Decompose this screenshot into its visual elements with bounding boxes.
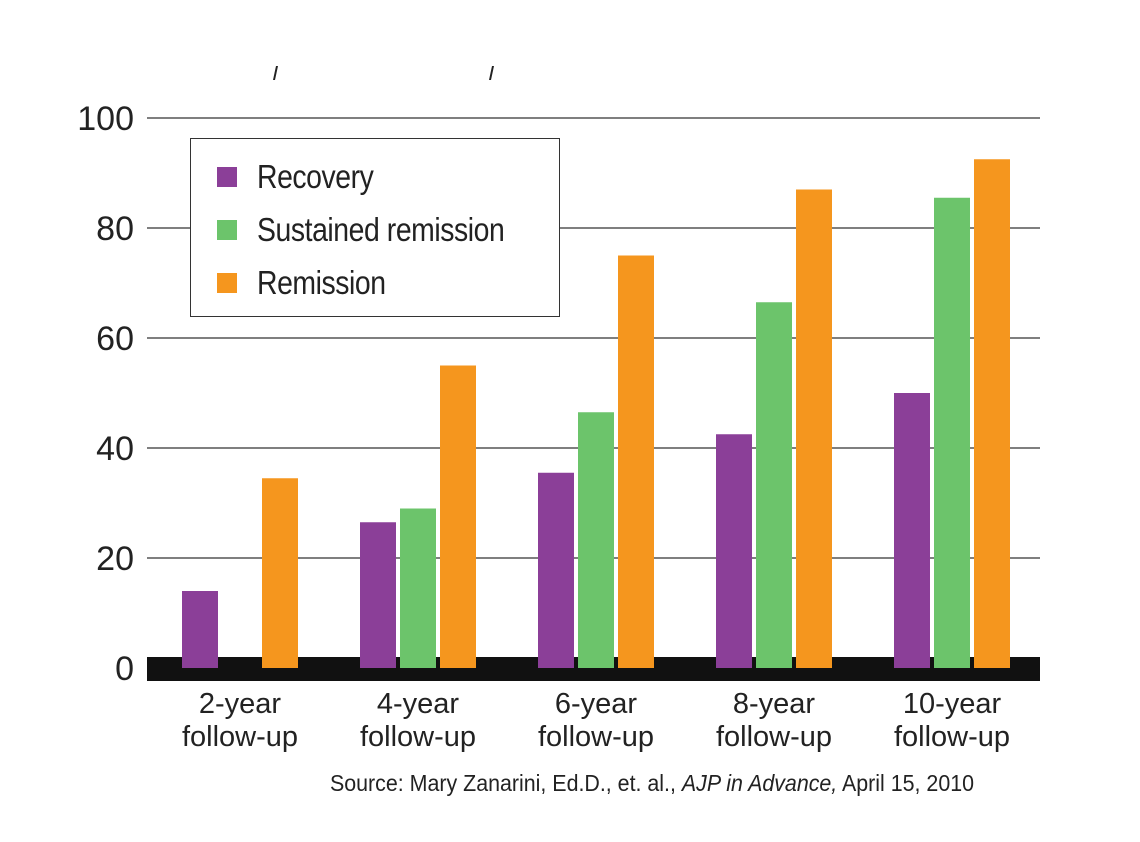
- legend-item-remission: Remission: [217, 263, 407, 303]
- legend-item-recovery: Recovery: [217, 157, 392, 197]
- bars: [182, 159, 1010, 668]
- x-tick-label: 2-year: [199, 688, 282, 720]
- x-tick-label: follow-up: [538, 721, 654, 753]
- bar-recovery: [182, 591, 218, 668]
- source-journal: AJP in Advance,: [681, 770, 838, 796]
- legend-swatch-sustained-remission: [217, 220, 237, 240]
- source-citation: Source: Mary Zanarini, Ed.D., et. al., A…: [330, 770, 974, 797]
- bar-sustained-remission: [578, 412, 614, 668]
- bar-remission: [974, 159, 1010, 668]
- legend-swatch-recovery: [217, 167, 237, 187]
- bar-recovery: [360, 522, 396, 668]
- x-tick-label: follow-up: [360, 721, 476, 753]
- y-tick-label: 20: [96, 540, 134, 578]
- y-axis-ticks: 0 20 40 60 80 100: [77, 100, 134, 688]
- x-tick-label: 4-year: [377, 688, 460, 720]
- x-tick-label: follow-up: [182, 721, 298, 753]
- bar-sustained-remission: [934, 197, 970, 668]
- source-prefix: Source: Mary Zanarini, Ed.D., et. al.,: [330, 770, 682, 796]
- y-tick-label: 60: [96, 320, 134, 358]
- bar-sustained-remission: [400, 508, 436, 668]
- cropped-title-fragment: [488, 66, 496, 80]
- bar-remission: [440, 365, 476, 668]
- legend-label-remission: Remission: [257, 264, 386, 301]
- y-tick-label: 40: [96, 430, 134, 468]
- bar-sustained-remission: [756, 302, 792, 668]
- bar-recovery: [716, 434, 752, 668]
- bar-recovery: [894, 393, 930, 668]
- x-tick-label: 6-year: [555, 688, 638, 720]
- bar-remission: [796, 189, 832, 668]
- bar-remission: [618, 255, 654, 668]
- x-tick-label: 8-year: [733, 688, 816, 720]
- cropped-title-fragment: [272, 66, 280, 80]
- legend-label-recovery: Recovery: [257, 158, 374, 195]
- y-tick-label: 100: [77, 100, 134, 138]
- legend-item-sustained-remission: Sustained remission: [217, 210, 545, 250]
- source-suffix: April 15, 2010: [837, 770, 975, 796]
- legend-label-sustained-remission: Sustained remission: [257, 211, 505, 248]
- bar-remission: [262, 478, 298, 668]
- x-axis-labels: 2-yearfollow-up4-yearfollow-up6-yearfoll…: [182, 688, 1010, 753]
- bar-recovery: [538, 472, 574, 668]
- legend: Recovery Sustained remission Remission: [190, 138, 560, 317]
- y-tick-label: 0: [115, 650, 134, 688]
- y-tick-label: 80: [96, 210, 134, 248]
- x-tick-label: follow-up: [716, 721, 832, 753]
- legend-swatch-remission: [217, 273, 237, 293]
- x-tick-label: follow-up: [894, 721, 1010, 753]
- x-tick-label: 10-year: [903, 688, 1002, 720]
